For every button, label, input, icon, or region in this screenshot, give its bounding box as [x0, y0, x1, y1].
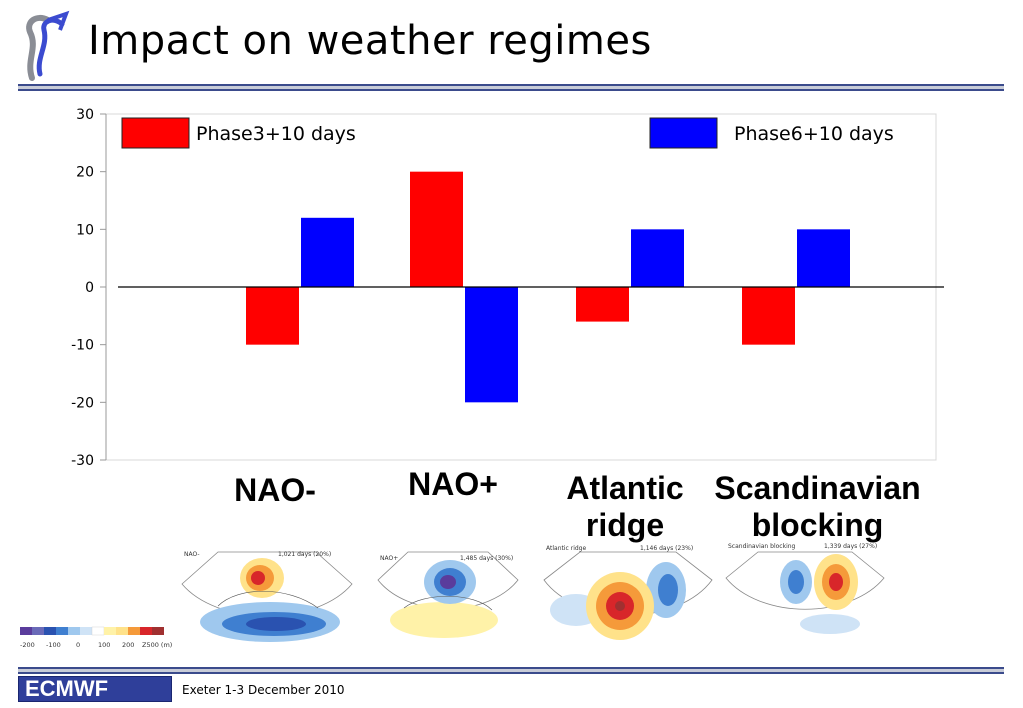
regime-map-scandinavian-blocking-days: 1,339 days (27%)	[824, 543, 877, 550]
regime-map-scandinavian-blocking: Scandinavian blocking 1,339 days (27%)	[725, 543, 885, 634]
z500-colorbar: -200 -100 0 100 200 Z500 (m)	[20, 626, 172, 649]
regime-label-scandinavian-blocking: Scandinavian blocking	[700, 470, 935, 544]
regime-map-atlantic-ridge-title: Atlantic ridge	[546, 545, 586, 552]
footer-divider	[18, 667, 1004, 674]
y-tick-label-6: -20	[71, 395, 94, 411]
bar-phase6-1	[301, 217, 354, 287]
colorbar-tick-1: -200	[20, 641, 35, 649]
colorbar-tick-3: 0	[76, 641, 80, 649]
regime-map-nao-minus-title: NAO-	[184, 551, 200, 558]
regime-label-nao-plus-line-1: NAO+	[408, 466, 498, 502]
bar-phase3-1	[246, 287, 299, 345]
footer-event-text: Exeter 1-3 December 2010	[182, 683, 345, 697]
regime-label-atlantic-ridge: Atlantic ridge	[540, 470, 710, 544]
bar-chart-svg: 30 20 10 0 -10 -20 -30 Phase3+10 days Phase6+10 …	[71, 107, 944, 469]
regime-impact-chart: 30 20 10 0 -10 -20 -30 Phase3+10 days Phase6+10 …	[30, 98, 960, 470]
regime-label-atlantic-ridge-line-2: ridge	[585, 507, 665, 543]
regime-map-nao-minus: NAO- 1,021 days (20%)	[181, 551, 353, 642]
regime-map-atlantic-ridge: Atlantic ridge 1,146 days (23%)	[543, 545, 713, 640]
ecmwf-swirl-logo-icon	[26, 10, 70, 81]
y-tick-label-5: -10	[71, 338, 94, 354]
bar-phase6-4	[797, 229, 850, 287]
regime-label-atlantic-ridge-line-1: Atlantic	[566, 470, 684, 506]
regime-label-scandinavian-blocking-line-1: Scandinavian	[714, 470, 921, 506]
ecmwf-logo: ECMWF	[18, 676, 172, 702]
regime-map-nao-plus-title: NAO+	[380, 555, 398, 562]
y-tick-label-2: 20	[76, 165, 94, 181]
legend-swatch-phase3	[121, 117, 190, 149]
regime-label-nao-minus-line-1: NAO-	[234, 472, 316, 508]
bar-phase3-3	[576, 287, 629, 322]
legend-swatch-phase6	[649, 117, 718, 149]
regime-label-nao-plus: NAO+	[378, 466, 528, 503]
regime-map-atlantic-ridge-days: 1,146 days (23%)	[640, 545, 693, 552]
y-tick-label-7: -30	[71, 453, 94, 469]
colorbar-tick-2: -100	[46, 641, 61, 649]
legend-label-phase3: Phase3+10 days	[196, 123, 356, 145]
page-title: Impact on weather regimes	[88, 18, 652, 64]
regime-map-nao-plus-days: 1,485 days (30%)	[460, 555, 513, 562]
colorbar-unit: Z500 (m)	[142, 641, 172, 649]
colorbar-tick-5: 200	[122, 641, 134, 649]
bar-phase3-4	[742, 287, 795, 345]
regime-label-scandinavian-blocking-line-2: blocking	[751, 507, 884, 543]
regime-map-nao-minus-days: 1,021 days (20%)	[278, 551, 331, 558]
y-tick-label-4: 0	[85, 280, 94, 296]
bar-phase3-2	[410, 171, 463, 287]
regime-map-scandinavian-blocking-title: Scandinavian blocking	[728, 543, 796, 550]
bar-phase6-2	[465, 287, 518, 403]
y-tick-label-1: 30	[76, 107, 94, 123]
regime-map-nao-plus: NAO+ 1,485 days (30%)	[377, 551, 519, 638]
title-divider	[18, 84, 1004, 91]
legend-label-phase6: Phase6+10 days	[734, 123, 894, 145]
regime-label-nao-minus: NAO-	[200, 472, 350, 509]
colorbar-tick-4: 100	[98, 641, 110, 649]
bar-phase6-3	[631, 229, 684, 287]
y-tick-label-3: 10	[76, 222, 94, 238]
